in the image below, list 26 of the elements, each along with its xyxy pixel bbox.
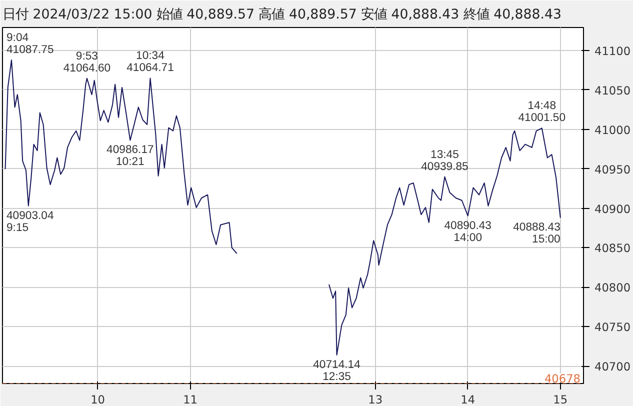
x-tick-label: 15 (553, 392, 568, 406)
annotation: 40888.43 15:00 (513, 221, 560, 246)
annotation: 14:48 41001.50 (518, 100, 566, 124)
y-tick-label: 40800 (594, 280, 631, 295)
y-tick-label: 41100 (594, 44, 631, 58)
annotation: 9:53 41064.60 (63, 50, 111, 74)
x-tick-label: 10 (90, 392, 106, 406)
y-tick-label: 41050 (594, 83, 631, 98)
annotation: 40890.43 14:00 (444, 220, 492, 244)
annotation: 9:04 41087.75 (6, 32, 54, 56)
annotation: 40903.04 9:15 (6, 210, 54, 234)
annotation: 40986.17 10:21 (106, 144, 154, 168)
annotation: 13:45 40939.85 (421, 148, 468, 173)
ref-line-label: 40678 (544, 372, 581, 386)
annotation: 10:34 41064.71 (126, 50, 174, 74)
y-tick-label: 40850 (594, 241, 631, 256)
annotation: 40714.14 12:35 (313, 358, 360, 383)
chart-title: 日付 2024/03/22 15:00 始値 40,889.57 高値 40,889.57 安値 40,888.43 終値 40,888.43 (2, 6, 562, 22)
y-tick-label: 40700 (594, 360, 631, 374)
y-tick-label: 40950 (594, 162, 631, 176)
x-tick-label: 11 (183, 392, 198, 406)
x-tick-label: 14 (460, 392, 476, 406)
x-tick-label: 13 (368, 392, 383, 406)
y-tick-label: 41000 (594, 122, 631, 137)
y-tick-label: 40900 (594, 202, 631, 216)
y-tick-label: 40750 (594, 320, 631, 334)
